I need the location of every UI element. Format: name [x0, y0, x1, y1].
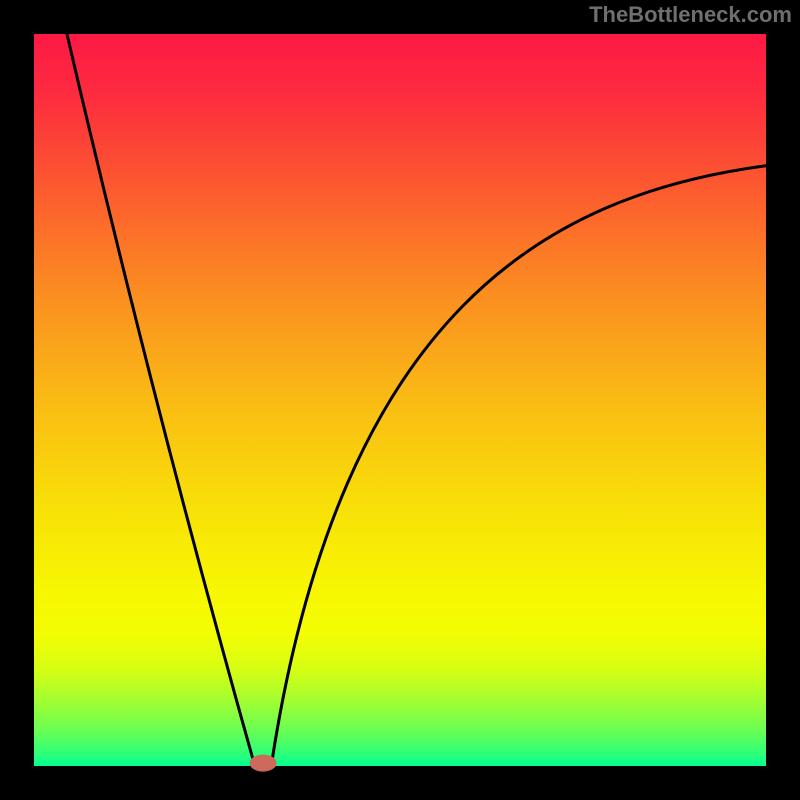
bottleneck-chart	[0, 0, 800, 800]
chart-gradient-background	[34, 34, 766, 766]
minimum-marker	[250, 755, 276, 771]
watermark-text: TheBottleneck.com	[589, 2, 792, 28]
chart-container: TheBottleneck.com	[0, 0, 800, 800]
